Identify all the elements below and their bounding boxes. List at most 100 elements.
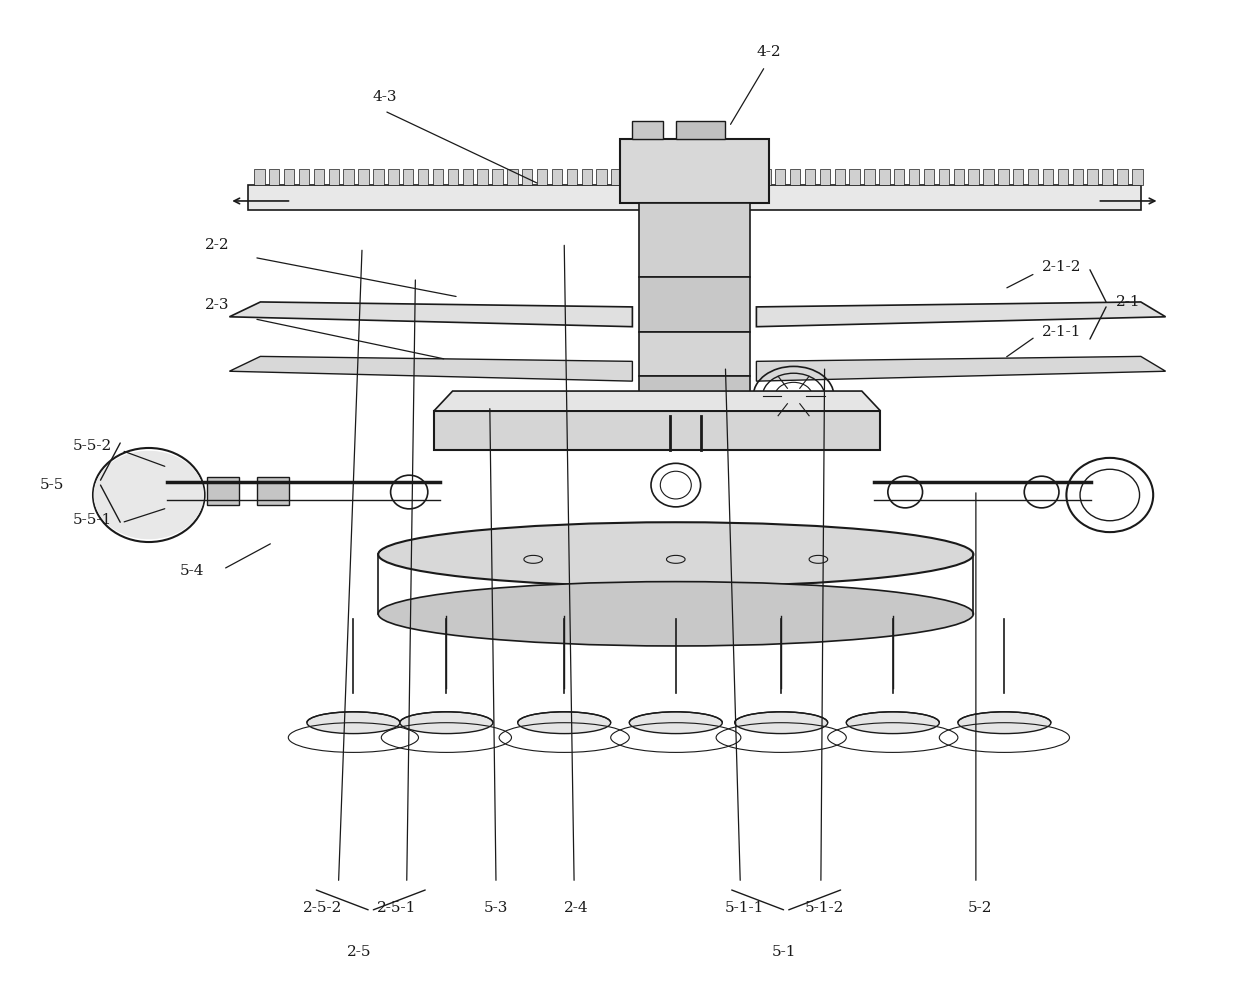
FancyBboxPatch shape — [864, 169, 874, 185]
FancyBboxPatch shape — [939, 169, 949, 185]
FancyBboxPatch shape — [639, 376, 750, 416]
Text: 2-2: 2-2 — [205, 239, 229, 252]
Ellipse shape — [630, 712, 722, 734]
Text: 5-5-1: 5-5-1 — [72, 513, 112, 527]
FancyBboxPatch shape — [805, 169, 815, 185]
FancyBboxPatch shape — [641, 169, 651, 185]
FancyBboxPatch shape — [671, 169, 681, 185]
FancyBboxPatch shape — [433, 169, 443, 185]
FancyBboxPatch shape — [1043, 169, 1053, 185]
Text: 5-1-2: 5-1-2 — [805, 901, 844, 915]
FancyBboxPatch shape — [388, 169, 398, 185]
FancyBboxPatch shape — [968, 169, 978, 185]
FancyBboxPatch shape — [207, 477, 239, 505]
Ellipse shape — [378, 523, 973, 586]
Polygon shape — [229, 356, 632, 381]
FancyBboxPatch shape — [775, 169, 785, 185]
Ellipse shape — [399, 712, 492, 734]
FancyBboxPatch shape — [1132, 169, 1142, 185]
FancyBboxPatch shape — [284, 169, 294, 185]
FancyBboxPatch shape — [358, 169, 368, 185]
FancyBboxPatch shape — [656, 169, 666, 185]
FancyBboxPatch shape — [403, 169, 413, 185]
Text: 5-1-1: 5-1-1 — [724, 901, 764, 915]
Text: 5-2: 5-2 — [967, 901, 992, 915]
FancyBboxPatch shape — [1073, 169, 1083, 185]
FancyBboxPatch shape — [676, 121, 725, 139]
Text: 2-5-2: 2-5-2 — [303, 901, 342, 915]
FancyBboxPatch shape — [418, 169, 428, 185]
FancyBboxPatch shape — [983, 169, 993, 185]
FancyBboxPatch shape — [909, 169, 919, 185]
Text: 4-2: 4-2 — [756, 46, 781, 59]
FancyBboxPatch shape — [269, 169, 279, 185]
Text: 2-1-1: 2-1-1 — [1042, 325, 1081, 339]
Ellipse shape — [846, 712, 940, 734]
FancyBboxPatch shape — [1013, 169, 1023, 185]
Text: 5-5: 5-5 — [40, 478, 64, 492]
FancyBboxPatch shape — [1087, 169, 1097, 185]
Circle shape — [94, 451, 203, 539]
Ellipse shape — [518, 712, 611, 734]
FancyBboxPatch shape — [611, 169, 621, 185]
FancyBboxPatch shape — [248, 185, 1141, 210]
FancyBboxPatch shape — [1058, 169, 1068, 185]
Text: 5-4: 5-4 — [180, 564, 205, 578]
FancyBboxPatch shape — [626, 169, 636, 185]
Text: 2-5-1: 2-5-1 — [377, 901, 417, 915]
FancyBboxPatch shape — [343, 169, 353, 185]
FancyBboxPatch shape — [998, 169, 1008, 185]
FancyBboxPatch shape — [745, 169, 755, 185]
FancyBboxPatch shape — [507, 169, 517, 185]
FancyBboxPatch shape — [596, 169, 606, 185]
FancyBboxPatch shape — [620, 139, 769, 203]
FancyBboxPatch shape — [632, 121, 663, 139]
FancyBboxPatch shape — [582, 169, 591, 185]
FancyBboxPatch shape — [879, 169, 889, 185]
FancyBboxPatch shape — [686, 169, 696, 185]
FancyBboxPatch shape — [257, 477, 289, 505]
Text: 2-3: 2-3 — [205, 298, 229, 312]
Text: 4-3: 4-3 — [372, 90, 397, 104]
FancyBboxPatch shape — [790, 169, 800, 185]
Ellipse shape — [959, 712, 1052, 734]
FancyBboxPatch shape — [835, 169, 844, 185]
Text: 5-3: 5-3 — [484, 901, 508, 915]
FancyBboxPatch shape — [701, 169, 711, 185]
FancyBboxPatch shape — [954, 169, 963, 185]
FancyBboxPatch shape — [477, 169, 487, 185]
FancyBboxPatch shape — [760, 169, 770, 185]
FancyBboxPatch shape — [1102, 169, 1112, 185]
FancyBboxPatch shape — [849, 169, 859, 185]
FancyBboxPatch shape — [639, 203, 750, 277]
Polygon shape — [434, 391, 880, 411]
FancyBboxPatch shape — [924, 169, 934, 185]
FancyBboxPatch shape — [434, 411, 880, 450]
Text: 2-1-2: 2-1-2 — [1042, 260, 1081, 274]
Polygon shape — [756, 356, 1166, 381]
FancyBboxPatch shape — [730, 169, 740, 185]
Ellipse shape — [378, 582, 973, 646]
FancyBboxPatch shape — [552, 169, 562, 185]
FancyBboxPatch shape — [715, 169, 725, 185]
Polygon shape — [229, 302, 632, 327]
FancyBboxPatch shape — [299, 169, 309, 185]
FancyBboxPatch shape — [894, 169, 904, 185]
FancyBboxPatch shape — [567, 169, 577, 185]
Ellipse shape — [734, 712, 828, 734]
FancyBboxPatch shape — [1028, 169, 1038, 185]
Text: 2-5: 2-5 — [347, 945, 372, 959]
FancyBboxPatch shape — [329, 169, 339, 185]
Ellipse shape — [306, 712, 399, 734]
FancyBboxPatch shape — [820, 169, 830, 185]
Text: 2-1: 2-1 — [1116, 295, 1141, 309]
FancyBboxPatch shape — [639, 277, 750, 332]
Text: 5-1: 5-1 — [771, 945, 796, 959]
FancyBboxPatch shape — [448, 169, 458, 185]
FancyBboxPatch shape — [463, 169, 472, 185]
FancyBboxPatch shape — [537, 169, 547, 185]
FancyBboxPatch shape — [639, 332, 750, 376]
Text: 2-4: 2-4 — [564, 901, 589, 915]
FancyBboxPatch shape — [522, 169, 532, 185]
Text: 5-5-2: 5-5-2 — [72, 439, 112, 452]
